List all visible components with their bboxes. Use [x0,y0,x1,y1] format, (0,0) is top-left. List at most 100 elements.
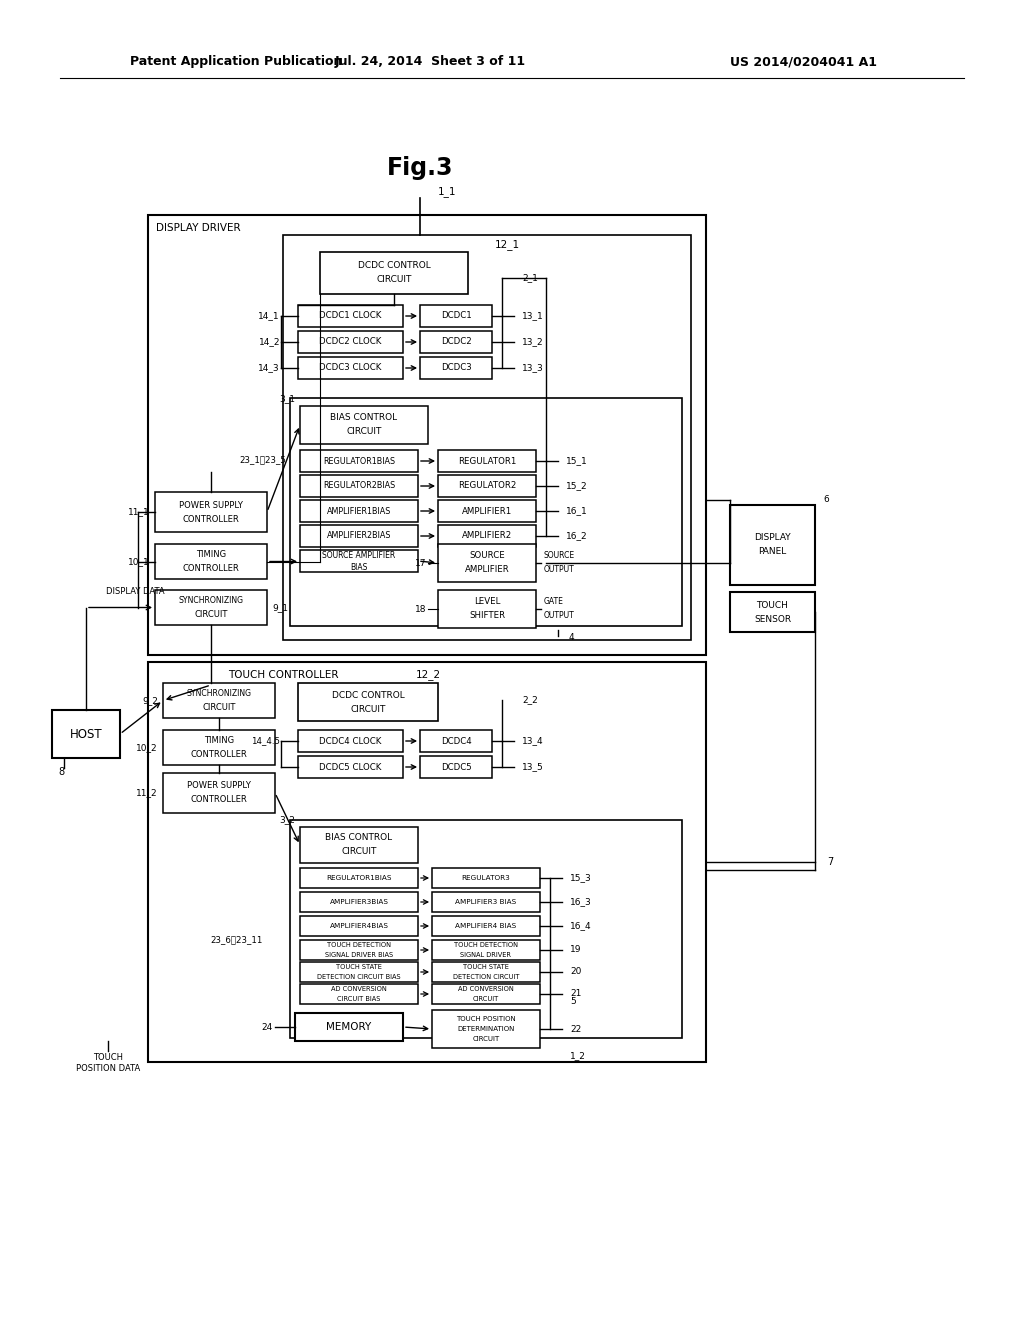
Bar [283,235,691,640]
Text: CONTROLLER: CONTROLLER [182,515,240,524]
Text: Fig.3: Fig.3 [387,156,454,180]
Bar [438,475,536,498]
Text: 2_2: 2_2 [522,696,538,705]
Text: DISPLAY DATA: DISPLAY DATA [105,586,164,595]
Text: AMPLIFIER3 BIAS: AMPLIFIER3 BIAS [456,899,517,906]
Text: CIRCUIT: CIRCUIT [341,847,377,857]
Bar [300,940,418,960]
Text: 14_4.5: 14_4.5 [251,737,280,746]
Bar [155,590,267,624]
Text: AMPLIFIER1: AMPLIFIER1 [462,507,512,516]
Bar [300,869,418,888]
Text: REGULATOR1BIAS: REGULATOR1BIAS [327,875,392,880]
Text: US 2014/0204041 A1: US 2014/0204041 A1 [730,55,877,69]
Text: DCDC4: DCDC4 [440,737,471,746]
Text: TOUCH STATE: TOUCH STATE [336,964,382,970]
Text: 3_2: 3_2 [280,816,295,825]
Text: 13_2: 13_2 [522,338,544,346]
Text: 16_1: 16_1 [566,507,588,516]
Text: 15_2: 15_2 [566,482,588,491]
Bar [300,892,418,912]
Text: DCDC2: DCDC2 [440,338,471,346]
Text: DISPLAY: DISPLAY [755,533,791,543]
Text: LEVEL: LEVEL [474,598,500,606]
Text: 18: 18 [415,605,426,614]
Text: 12_2: 12_2 [416,669,441,680]
Bar [300,450,418,473]
Bar [52,710,120,758]
Text: Patent Application Publication: Patent Application Publication [130,55,342,69]
Text: DETERMINATION: DETERMINATION [458,1026,515,1032]
Text: CIRCUIT: CIRCUIT [195,610,227,619]
Text: 14_1: 14_1 [258,312,280,321]
Text: AD CONVERSION: AD CONVERSION [458,986,514,993]
Bar [298,305,403,327]
Text: MEMORY: MEMORY [327,1022,372,1032]
Text: 6: 6 [823,495,828,504]
Text: DISPLAY DRIVER: DISPLAY DRIVER [156,223,241,234]
Text: 1_1: 1_1 [438,186,457,198]
Text: REGULATOR1BIAS: REGULATOR1BIAS [323,457,395,466]
Bar [438,544,536,582]
Text: SHIFTER: SHIFTER [469,611,505,620]
Bar [300,916,418,936]
Text: AMPLIFIER2BIAS: AMPLIFIER2BIAS [327,532,391,540]
Text: 4: 4 [568,634,573,643]
Bar [432,869,540,888]
Text: 23_6～23_11: 23_6～23_11 [211,936,263,945]
Text: DCDC1: DCDC1 [440,312,471,321]
Text: REGULATOR3: REGULATOR3 [462,875,510,880]
Text: TOUCH: TOUCH [757,601,788,610]
Text: AMPLIFIER1BIAS: AMPLIFIER1BIAS [327,507,391,516]
Text: 10_1: 10_1 [128,557,150,566]
Bar [298,756,403,777]
Text: REGULATOR1: REGULATOR1 [458,457,516,466]
Text: 20: 20 [570,968,582,977]
Text: 2_1: 2_1 [522,273,538,282]
Text: TIMING: TIMING [196,550,226,558]
Text: AMPLIFIER2: AMPLIFIER2 [462,532,512,540]
Bar [163,682,275,718]
Text: CONTROLLER: CONTROLLER [182,564,240,573]
Text: 1_2: 1_2 [570,1052,586,1060]
Text: TOUCH DETECTION: TOUCH DETECTION [327,942,391,948]
Text: 13_3: 13_3 [522,363,544,372]
Text: 12_1: 12_1 [495,239,519,251]
Text: CIRCUIT: CIRCUIT [376,276,412,285]
Text: 3_1: 3_1 [279,395,295,404]
Text: REGULATOR2: REGULATOR2 [458,482,516,491]
Text: 15_3: 15_3 [570,874,592,883]
Text: REGULATOR2BIAS: REGULATOR2BIAS [323,482,395,491]
Text: SENSOR: SENSOR [754,615,792,623]
Text: AD CONVERSION: AD CONVERSION [331,986,387,993]
Text: 13_4: 13_4 [522,737,544,746]
Text: OUTPUT: OUTPUT [544,565,574,573]
Text: 13_1: 13_1 [522,312,544,321]
Bar [432,983,540,1005]
Text: DCDC5 CLOCK: DCDC5 CLOCK [319,763,382,771]
Bar [432,962,540,982]
Text: 11_1: 11_1 [128,507,150,516]
Bar [148,215,706,655]
Text: 15_1: 15_1 [566,457,588,466]
Text: DCDC CONTROL: DCDC CONTROL [357,261,430,271]
Text: 23_1～23_5: 23_1～23_5 [240,455,287,465]
Bar [432,916,540,936]
Text: TOUCH POSITION: TOUCH POSITION [456,1016,516,1022]
Text: AMPLIFIER4 BIAS: AMPLIFIER4 BIAS [456,923,517,929]
Text: 10_2: 10_2 [136,743,158,752]
Bar [432,940,540,960]
Text: CIRCUIT: CIRCUIT [473,997,499,1002]
Text: 14_2: 14_2 [258,338,280,346]
Text: 19: 19 [570,945,582,954]
Text: 16_3: 16_3 [570,898,592,907]
Text: CIRCUIT: CIRCUIT [203,704,236,711]
Text: TIMING: TIMING [204,737,234,744]
Bar [155,544,267,579]
Text: 22: 22 [570,1024,582,1034]
Text: 14_3: 14_3 [258,363,280,372]
Bar [298,730,403,752]
Text: 11_2: 11_2 [136,788,158,797]
Text: HOST: HOST [70,727,102,741]
Text: 9_2: 9_2 [142,696,158,705]
